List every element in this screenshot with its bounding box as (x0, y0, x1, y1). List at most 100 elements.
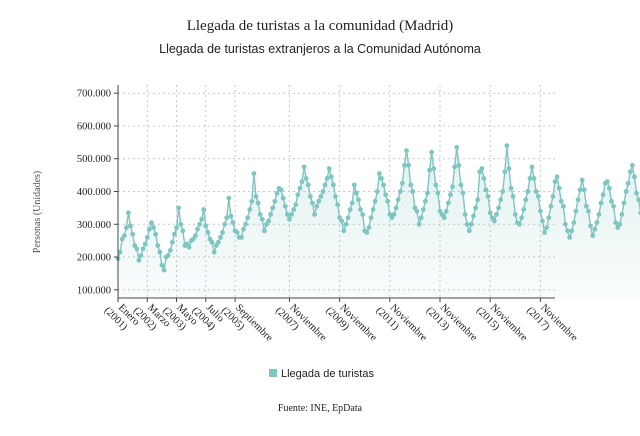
data-point (370, 207, 376, 212)
data-point (448, 192, 453, 198)
legend[interactable]: Llegada de turistas (269, 368, 374, 380)
y-tick-label: 200.000 (77, 253, 111, 264)
data-point (289, 212, 294, 217)
y-tick-label: 400.000 (77, 187, 111, 198)
chart-title: Llegada de turistas a la comunidad (Madr… (187, 18, 454, 34)
data-point (402, 162, 407, 168)
data-point (408, 182, 414, 188)
x-tick-label: Noviembre(2015) (474, 302, 530, 343)
data-point (460, 190, 466, 196)
y-tick-labels: 100.000 200.000 300.000 400.000 500.000 600.0… (77, 89, 118, 296)
data-point (320, 189, 326, 194)
data-point (126, 210, 131, 216)
data-point (257, 212, 263, 217)
data-point (573, 208, 579, 214)
data-point (590, 233, 596, 239)
data-point (583, 203, 589, 209)
data-point (604, 179, 610, 185)
data-point (588, 223, 593, 229)
data-point (581, 187, 587, 193)
data-point (167, 248, 173, 253)
data-point (318, 194, 324, 199)
data-point (466, 228, 472, 234)
data-point (186, 244, 192, 250)
data-point (632, 174, 637, 180)
chart-subtitle: Llegada de turistas extranjeros a la Com… (159, 42, 481, 56)
data-point (510, 194, 516, 199)
data-point (199, 216, 205, 222)
data-point (180, 228, 186, 234)
data-point (496, 205, 501, 211)
data-point (450, 184, 455, 189)
data-point (284, 212, 290, 217)
data-point (201, 207, 207, 212)
data-point (197, 221, 202, 227)
data-point (149, 220, 154, 226)
data-point (634, 190, 639, 196)
data-point (609, 198, 614, 204)
x-tick-label: Noviembre(2009) (323, 302, 379, 343)
data-point (531, 175, 537, 181)
data-point (565, 228, 570, 234)
data-point (274, 190, 280, 196)
data-point (243, 221, 248, 227)
data-point (169, 239, 175, 245)
data-point (577, 187, 583, 193)
data-point (560, 203, 566, 209)
data-point (550, 194, 556, 199)
data-point (483, 187, 489, 193)
data-point (261, 228, 267, 234)
data-point (230, 220, 236, 226)
data-point (343, 221, 349, 227)
data-point (121, 233, 127, 239)
data-point (259, 216, 265, 222)
data-point (521, 207, 527, 212)
data-point (209, 239, 215, 245)
data-point (537, 208, 543, 214)
data-point (592, 226, 598, 232)
data-point (399, 180, 405, 186)
data-point (218, 234, 223, 240)
x-tick-label: Noviembre(2013) (424, 302, 480, 343)
data-point (425, 190, 430, 196)
data-point (142, 241, 148, 247)
data-point (506, 166, 512, 171)
data-point (144, 234, 150, 240)
data-point (416, 221, 422, 227)
data-point (487, 210, 493, 216)
data-point (251, 171, 257, 176)
data-point (535, 194, 541, 199)
data-point (498, 197, 504, 203)
data-point (211, 249, 217, 255)
data-point (161, 267, 167, 273)
data-point (368, 215, 374, 221)
data-point (540, 218, 545, 224)
data-point (224, 215, 230, 221)
data-point (322, 182, 328, 188)
data-point (464, 221, 470, 227)
data-point (623, 189, 629, 194)
data-point (146, 226, 152, 232)
y-tick-label: 700.000 (77, 89, 111, 100)
series-area-fill (118, 145, 640, 298)
data-point (303, 175, 309, 181)
data-point (548, 203, 554, 209)
data-point (316, 198, 322, 204)
data-point (266, 218, 271, 224)
data-point (117, 249, 123, 255)
data-point (391, 212, 397, 217)
data-point (379, 175, 384, 181)
grid-lines (117, 85, 555, 298)
x-tick-labels: Enero(2001) Marzo(2002) Mayo(2003) Julio(20… (102, 298, 580, 344)
data-point (151, 225, 156, 230)
data-point (174, 225, 179, 230)
y-tick-label: 600.000 (77, 121, 111, 132)
data-point (176, 205, 182, 211)
data-point (278, 187, 284, 193)
data-point (374, 189, 380, 194)
data-point (270, 205, 276, 211)
data-point (479, 166, 485, 171)
data-point (611, 203, 616, 209)
data-point (310, 200, 315, 206)
